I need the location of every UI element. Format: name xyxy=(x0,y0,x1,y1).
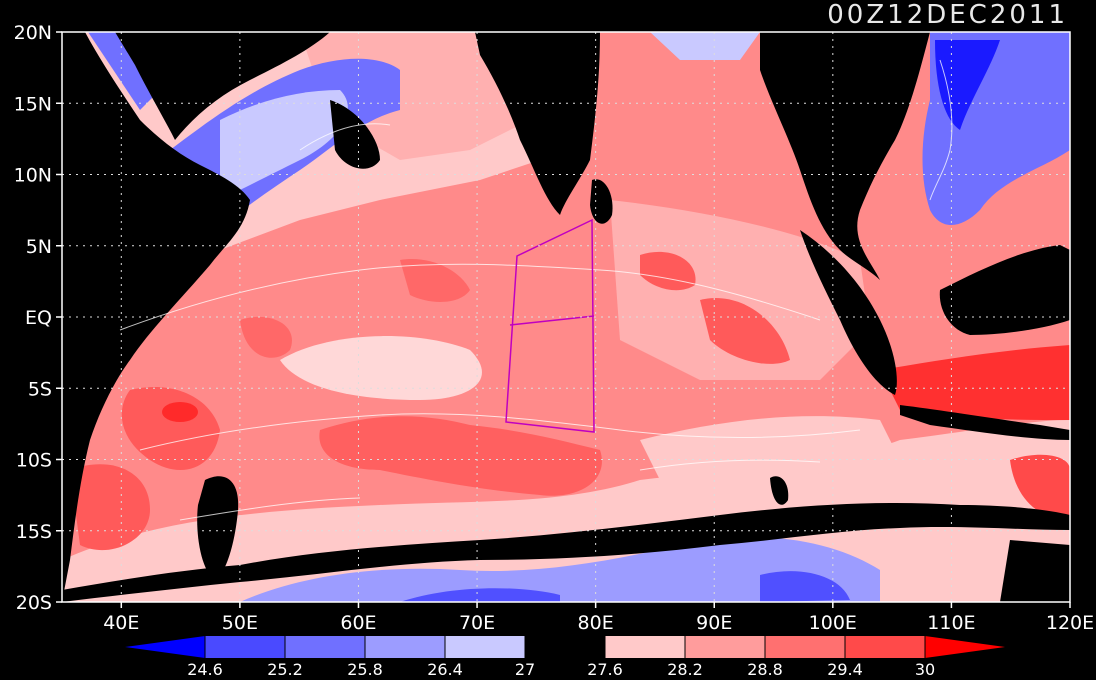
lat-tick-label: 15S xyxy=(16,521,52,543)
land-southeast-asia xyxy=(760,32,930,280)
land-india xyxy=(475,32,600,215)
colorbar-swatch xyxy=(445,636,525,658)
land-java xyxy=(900,405,1070,440)
lat-tick-label: 5N xyxy=(26,236,52,258)
hot-spot-indonesia xyxy=(880,345,1070,420)
lon-tick-label: 60E xyxy=(340,612,376,634)
map-grid xyxy=(56,31,1071,608)
cool-bay-north xyxy=(650,32,760,60)
hot-spot-central-south xyxy=(319,416,602,496)
land-borneo xyxy=(939,245,1070,335)
lon-tick-label: 50E xyxy=(222,612,258,634)
lat-tick-label: 10S xyxy=(16,450,52,472)
lon-tick-label: 70E xyxy=(459,612,495,634)
latitude-labels: 20N 15N 10N 5N EQ 5S 10S 15S 20S xyxy=(14,22,52,614)
lon-tick-label: 40E xyxy=(103,612,139,634)
colorbar-label: 25.8 xyxy=(347,660,383,679)
warm-east-band xyxy=(610,200,870,380)
colorbar-label: 27 xyxy=(515,660,535,679)
black-band-arabian xyxy=(330,100,380,169)
colorbar-swatch xyxy=(205,636,285,658)
hot-spot-sw xyxy=(70,464,150,551)
lat-tick-label: 15N xyxy=(14,93,52,115)
land-arabia xyxy=(115,32,330,140)
lon-tick-label: 80E xyxy=(578,612,614,634)
land-madagascar xyxy=(197,476,239,580)
hot-spot-equator xyxy=(400,259,470,302)
colorbar-swatch xyxy=(285,636,365,658)
lat-tick-label: 20S xyxy=(16,592,52,614)
colorbar-label: 28.2 xyxy=(667,660,703,679)
lat-tick-label: 10N xyxy=(14,165,52,187)
black-band-south xyxy=(62,503,1070,602)
colorbar-swatch xyxy=(845,636,925,658)
colorbar-arrow-high xyxy=(925,636,1005,658)
colorbar-label: 27.6 xyxy=(587,660,623,679)
land-sumatra xyxy=(800,230,897,395)
land-australia xyxy=(1000,540,1070,602)
lon-tick-label: 110E xyxy=(927,612,975,634)
colorbar-swatch xyxy=(685,636,765,658)
hot-spot-west-core xyxy=(162,402,198,422)
cool-south-band xyxy=(240,536,880,602)
colorbar-swatch xyxy=(525,636,605,658)
hot-spot-east xyxy=(1010,454,1070,520)
colorbar: 24.6 25.2 25.8 26.4 27 27.6 28.2 28.8 29.4 30 xyxy=(125,636,1005,679)
cool-south-core xyxy=(400,571,850,602)
colorbar-label: 24.6 xyxy=(187,660,223,679)
pale-east-band xyxy=(640,416,900,480)
lat-tick-label: 5S xyxy=(28,378,52,400)
cool-arabian-sea-light xyxy=(220,90,348,200)
colorbar-label: 29.4 xyxy=(827,660,863,679)
land-island-east xyxy=(770,476,789,505)
hot-spot-sumatra xyxy=(700,298,790,364)
colorbar-label: 30 xyxy=(915,660,935,679)
land-sri-lanka xyxy=(590,179,613,224)
lon-tick-label: 100E xyxy=(809,612,857,634)
pale-central-tongue xyxy=(280,336,482,400)
hot-spot-central-north xyxy=(240,316,292,358)
colorbar-label: 25.2 xyxy=(267,660,303,679)
colorbar-label: 26.4 xyxy=(427,660,463,679)
lon-tick-label: 120E xyxy=(1046,612,1094,634)
lat-tick-label: 20N xyxy=(14,22,52,44)
lon-tick-label: 90E xyxy=(696,612,732,634)
colorbar-swatch xyxy=(605,636,685,658)
colorbar-label: 28.8 xyxy=(747,660,783,679)
colorbar-arrow-low xyxy=(125,636,205,658)
colorbar-swatch xyxy=(765,636,845,658)
colorbar-swatch xyxy=(365,636,445,658)
map-timestamp-title: 00Z12DEC2011 xyxy=(827,0,1068,30)
map-frame xyxy=(61,31,1071,603)
hot-spot-90e xyxy=(640,251,696,291)
lat-tick-label: EQ xyxy=(25,307,52,329)
longitude-labels: 40E 50E 60E 70E 80E 90E 100E 110E 120E xyxy=(103,612,1094,634)
